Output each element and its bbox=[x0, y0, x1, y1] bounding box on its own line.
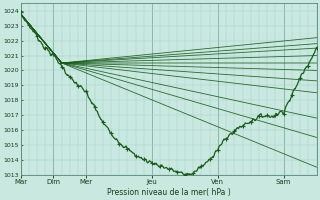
X-axis label: Pression niveau de la mer( hPa ): Pression niveau de la mer( hPa ) bbox=[107, 188, 230, 197]
